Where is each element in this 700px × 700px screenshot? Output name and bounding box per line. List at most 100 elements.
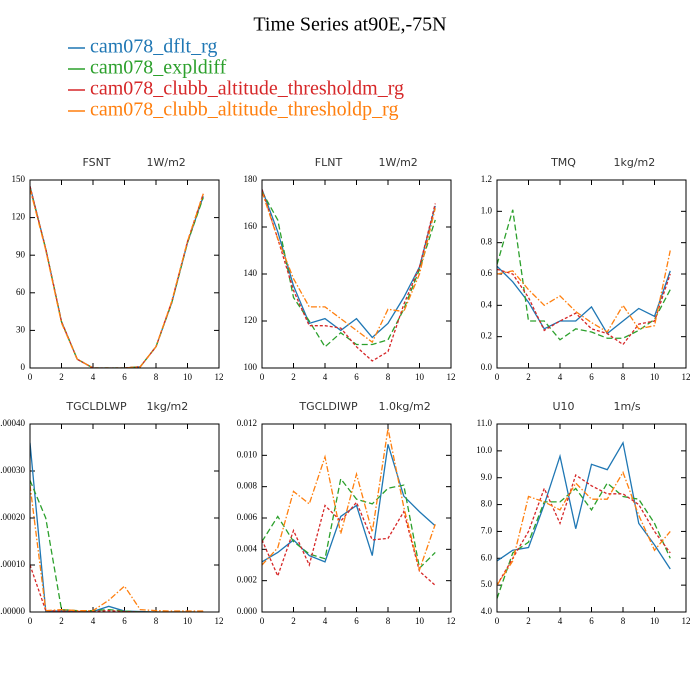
x-tick-label: 6	[589, 372, 594, 382]
y-tick-label: 0.010	[237, 449, 258, 459]
y-tick-label: 1.0	[481, 205, 493, 215]
y-tick-label: 7.0	[481, 525, 493, 535]
panel-title: U10	[552, 400, 574, 413]
panel-units: 1kg/m2	[614, 156, 656, 169]
x-tick-label: 0	[260, 616, 265, 626]
x-tick-label: 2	[59, 616, 64, 626]
x-tick-label: 12	[682, 372, 691, 382]
y-tick-label: 0.004	[237, 543, 258, 553]
x-tick-label: 12	[447, 616, 456, 626]
x-tick-label: 4	[558, 616, 563, 626]
y-tick-label: 0.002	[237, 575, 257, 585]
y-tick-label: 0.00010	[0, 559, 26, 569]
plot-frame	[29, 179, 220, 369]
figure-title: Time Series at90E,-75N	[253, 14, 446, 36]
y-tick-label: 0.0	[481, 362, 493, 372]
y-tick-label: 150	[12, 174, 26, 184]
series-line	[262, 189, 436, 339]
y-tick-label: 0.4	[481, 299, 493, 309]
plot-frame	[29, 423, 220, 613]
series-line	[497, 482, 671, 599]
panel-title: FSNT	[82, 156, 110, 169]
y-tick-label: 0.012	[237, 418, 257, 428]
y-tick-label: 6.0	[481, 552, 493, 562]
y-tick-label: 4.0	[481, 606, 493, 616]
x-tick-label: 4	[323, 372, 328, 382]
x-tick-label: 6	[354, 616, 359, 626]
plot-frame	[496, 423, 687, 613]
series-line	[30, 442, 204, 612]
x-tick-label: 8	[154, 616, 159, 626]
y-tick-label: 180	[244, 174, 258, 184]
y-tick-label: 5.0	[481, 579, 493, 589]
x-tick-label: 0	[28, 372, 33, 382]
x-tick-label: 2	[526, 616, 531, 626]
y-tick-label: 0.000	[237, 606, 258, 616]
x-tick-label: 10	[183, 372, 193, 382]
y-tick-label: 0	[21, 362, 26, 372]
x-tick-label: 6	[122, 616, 127, 626]
y-tick-label: 120	[12, 212, 26, 222]
y-tick-label: 8.0	[481, 499, 493, 509]
series-line	[30, 187, 204, 368]
series-line	[262, 191, 436, 348]
series-line	[262, 428, 436, 572]
x-tick-label: 2	[291, 616, 296, 626]
panel-title: TGCLDIWP	[298, 400, 358, 413]
series-line	[262, 477, 436, 570]
x-tick-label: 8	[386, 372, 391, 382]
panel-units: 1W/m2	[379, 156, 418, 169]
x-tick-label: 2	[291, 372, 296, 382]
series-line	[30, 485, 204, 612]
x-tick-label: 12	[447, 372, 456, 382]
series-line	[262, 191, 436, 344]
plot-frame	[261, 423, 452, 613]
y-tick-label: 60	[16, 287, 26, 297]
panel-units: 1.0kg/m2	[379, 400, 431, 413]
x-tick-label: 12	[215, 372, 224, 382]
series-line	[30, 564, 204, 612]
y-tick-label: 0.00040	[0, 418, 26, 428]
x-tick-label: 2	[526, 372, 531, 382]
y-tick-label: 90	[16, 249, 26, 259]
y-tick-label: 0.00030	[0, 465, 26, 475]
legend-label: cam078_clubb_altitude_thresholdp_rg	[90, 99, 398, 121]
series-line	[497, 250, 671, 333]
y-tick-label: 0.2	[481, 331, 492, 341]
series-line	[497, 209, 671, 341]
series-line	[30, 186, 204, 368]
x-tick-label: 0	[495, 372, 500, 382]
y-tick-label: 9.0	[481, 472, 493, 482]
legend-label: cam078_clubb_altitude_thresholdm_rg	[90, 78, 404, 100]
y-tick-label: 120	[244, 315, 258, 325]
legend-label: cam078_dflt_rg	[90, 36, 217, 58]
series-line	[30, 186, 204, 368]
y-tick-label: 30	[16, 324, 26, 334]
x-tick-label: 2	[59, 372, 64, 382]
x-tick-label: 8	[621, 372, 626, 382]
x-tick-label: 10	[415, 372, 425, 382]
panel-units: 1kg/m2	[147, 400, 189, 413]
series-line	[497, 440, 671, 570]
x-tick-label: 8	[154, 372, 159, 382]
x-tick-label: 4	[91, 616, 96, 626]
x-tick-label: 12	[682, 616, 691, 626]
x-tick-label: 10	[415, 616, 425, 626]
x-tick-label: 6	[354, 372, 359, 382]
y-tick-label: 160	[244, 221, 258, 231]
series-line	[497, 268, 671, 346]
panel-title: TGCLDLWP	[65, 400, 127, 413]
x-tick-label: 12	[215, 616, 224, 626]
y-tick-label: 0.00000	[0, 606, 26, 616]
y-tick-label: 0.8	[481, 237, 493, 247]
x-tick-label: 4	[323, 616, 328, 626]
x-tick-label: 6	[122, 372, 127, 382]
panel-units: 1W/m2	[147, 156, 186, 169]
legend-label: cam078_expldiff	[90, 57, 227, 79]
plot-frame	[496, 179, 687, 369]
series-line	[30, 480, 204, 612]
x-tick-label: 8	[386, 616, 391, 626]
x-tick-label: 0	[260, 372, 265, 382]
plot-frame	[261, 179, 452, 369]
